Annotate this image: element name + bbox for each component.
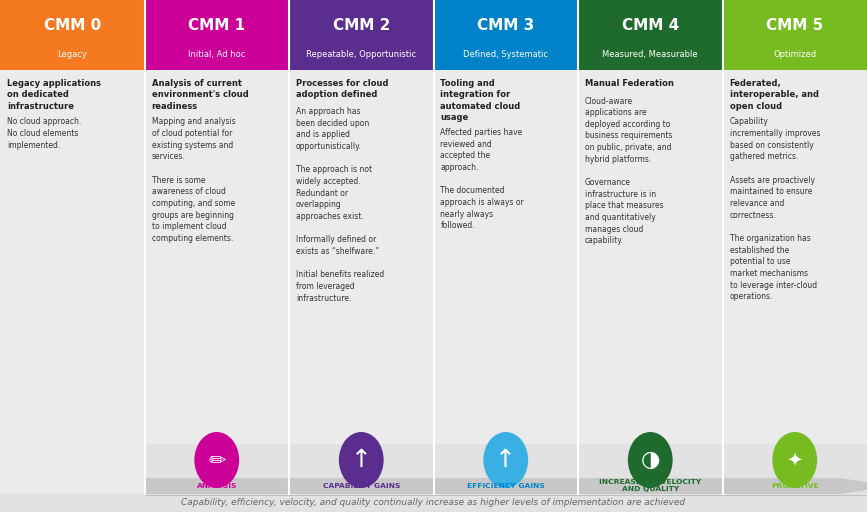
Text: CMM 0: CMM 0 [43, 18, 101, 33]
FancyBboxPatch shape [722, 0, 867, 70]
FancyBboxPatch shape [434, 70, 578, 444]
Ellipse shape [628, 432, 673, 488]
Text: ✏: ✏ [208, 450, 225, 470]
FancyBboxPatch shape [289, 70, 434, 444]
FancyBboxPatch shape [145, 70, 289, 444]
Text: ◑: ◑ [641, 450, 660, 470]
Text: ↑: ↑ [351, 448, 372, 472]
FancyBboxPatch shape [0, 70, 145, 444]
Text: EFFICIENCY GAINS: EFFICIENCY GAINS [466, 483, 544, 489]
Polygon shape [145, 478, 867, 494]
FancyBboxPatch shape [722, 70, 867, 444]
Text: Federated,
interoperable, and
open cloud: Federated, interoperable, and open cloud [729, 79, 818, 111]
FancyBboxPatch shape [145, 0, 289, 70]
Text: Repeatable, Opportunistic: Repeatable, Opportunistic [306, 50, 416, 59]
FancyBboxPatch shape [0, 0, 145, 70]
Text: CMM 4: CMM 4 [622, 18, 679, 33]
Text: PROACTIVE: PROACTIVE [771, 483, 818, 489]
Text: Optimized: Optimized [773, 50, 817, 59]
FancyBboxPatch shape [434, 0, 578, 70]
Text: No cloud approach.
No cloud elements
implemented.: No cloud approach. No cloud elements imp… [7, 117, 81, 150]
Text: ✦: ✦ [786, 451, 803, 470]
FancyBboxPatch shape [289, 0, 434, 70]
Text: CMM 5: CMM 5 [766, 18, 824, 33]
Text: CMM 1: CMM 1 [188, 18, 245, 33]
Text: CAPABILITY GAINS: CAPABILITY GAINS [323, 483, 400, 489]
FancyBboxPatch shape [578, 70, 722, 444]
Ellipse shape [772, 432, 818, 488]
Text: Measured, Measurable: Measured, Measurable [603, 50, 698, 59]
Text: Initial, Ad hoc: Initial, Ad hoc [188, 50, 245, 59]
Text: Legacy applications
on dedicated
infrastructure: Legacy applications on dedicated infrast… [7, 79, 101, 111]
Text: Mapping and analysis
of cloud potential for
existing systems and
services.

Ther: Mapping and analysis of cloud potential … [152, 117, 235, 243]
Text: INCREASES IN VELOCITY
AND QUALITY: INCREASES IN VELOCITY AND QUALITY [599, 480, 701, 493]
Text: Cloud-aware
applications are
deployed according to
business requirements
on publ: Cloud-aware applications are deployed ac… [585, 96, 673, 245]
Text: Tooling and
integration for
automated cloud
usage: Tooling and integration for automated cl… [440, 79, 521, 122]
Ellipse shape [194, 432, 239, 488]
Text: ANALYSIS: ANALYSIS [197, 483, 237, 489]
Text: CMM 2: CMM 2 [333, 18, 390, 33]
Text: Processes for cloud
adoption defined: Processes for cloud adoption defined [296, 79, 388, 99]
Ellipse shape [339, 432, 384, 488]
FancyBboxPatch shape [0, 436, 145, 494]
Text: Manual Federation: Manual Federation [585, 79, 674, 88]
Text: Legacy: Legacy [57, 50, 88, 59]
Text: Analysis of current
environment's cloud
readiness: Analysis of current environment's cloud … [152, 79, 248, 111]
Text: CMM 3: CMM 3 [477, 18, 534, 33]
Text: An approach has
been decided upon
and is applied
opportunistically.

The approac: An approach has been decided upon and is… [296, 107, 384, 303]
FancyBboxPatch shape [578, 0, 722, 70]
Text: Capability, efficiency, velocity, and quality continually increase as higher lev: Capability, efficiency, velocity, and qu… [181, 498, 686, 507]
Text: Capability
incrementally improves
based on consistently
gathered metrics.

Asset: Capability incrementally improves based … [729, 117, 820, 302]
Text: Affected parties have
reviewed and
accepted the
approach.

The documented
approa: Affected parties have reviewed and accep… [440, 128, 525, 230]
Text: ↑: ↑ [495, 448, 516, 472]
Text: Defined, Systematic: Defined, Systematic [463, 50, 548, 59]
Ellipse shape [483, 432, 528, 488]
